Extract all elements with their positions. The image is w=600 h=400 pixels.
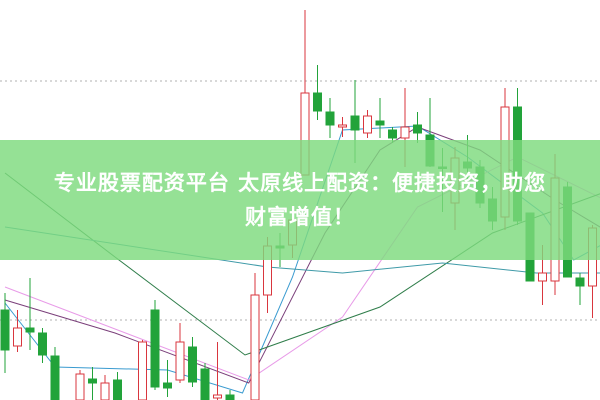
title-banner: 专业股票配资平台 太原线上配资：便捷投资，助您 财富增值！ <box>0 140 600 260</box>
candle-up <box>250 294 260 400</box>
candle-down <box>38 332 47 356</box>
candle-down <box>575 277 585 287</box>
candle-down <box>188 346 197 383</box>
candle-down <box>25 327 35 333</box>
banner-line-2: 财富增值！ <box>245 205 355 229</box>
candle-up <box>538 272 547 282</box>
candle-down <box>88 378 97 384</box>
candle-down <box>150 309 160 388</box>
candle-up <box>213 394 222 399</box>
candle-up <box>338 124 347 128</box>
candle-down <box>325 111 335 126</box>
candle-down <box>0 309 10 351</box>
candle-down <box>225 394 235 400</box>
candle-down <box>113 379 122 400</box>
candle-down <box>50 355 60 400</box>
candle-down <box>413 124 422 134</box>
candle-down <box>200 368 210 400</box>
candle-up <box>400 126 410 139</box>
candle-down <box>163 382 172 389</box>
candle-up <box>175 341 185 381</box>
candle-down <box>313 92 322 112</box>
moving-average-line <box>4 226 600 274</box>
candle-down <box>350 115 360 131</box>
candle-down <box>388 129 397 139</box>
candle-up <box>138 341 147 400</box>
banner-line-1: 专业股票配资平台 太原线上配资：便捷投资，助您 <box>53 171 547 195</box>
candle-down <box>375 120 385 126</box>
candle-up <box>363 115 372 134</box>
candle-up <box>13 327 22 347</box>
candle-up <box>100 382 110 400</box>
candle-up <box>75 373 85 400</box>
